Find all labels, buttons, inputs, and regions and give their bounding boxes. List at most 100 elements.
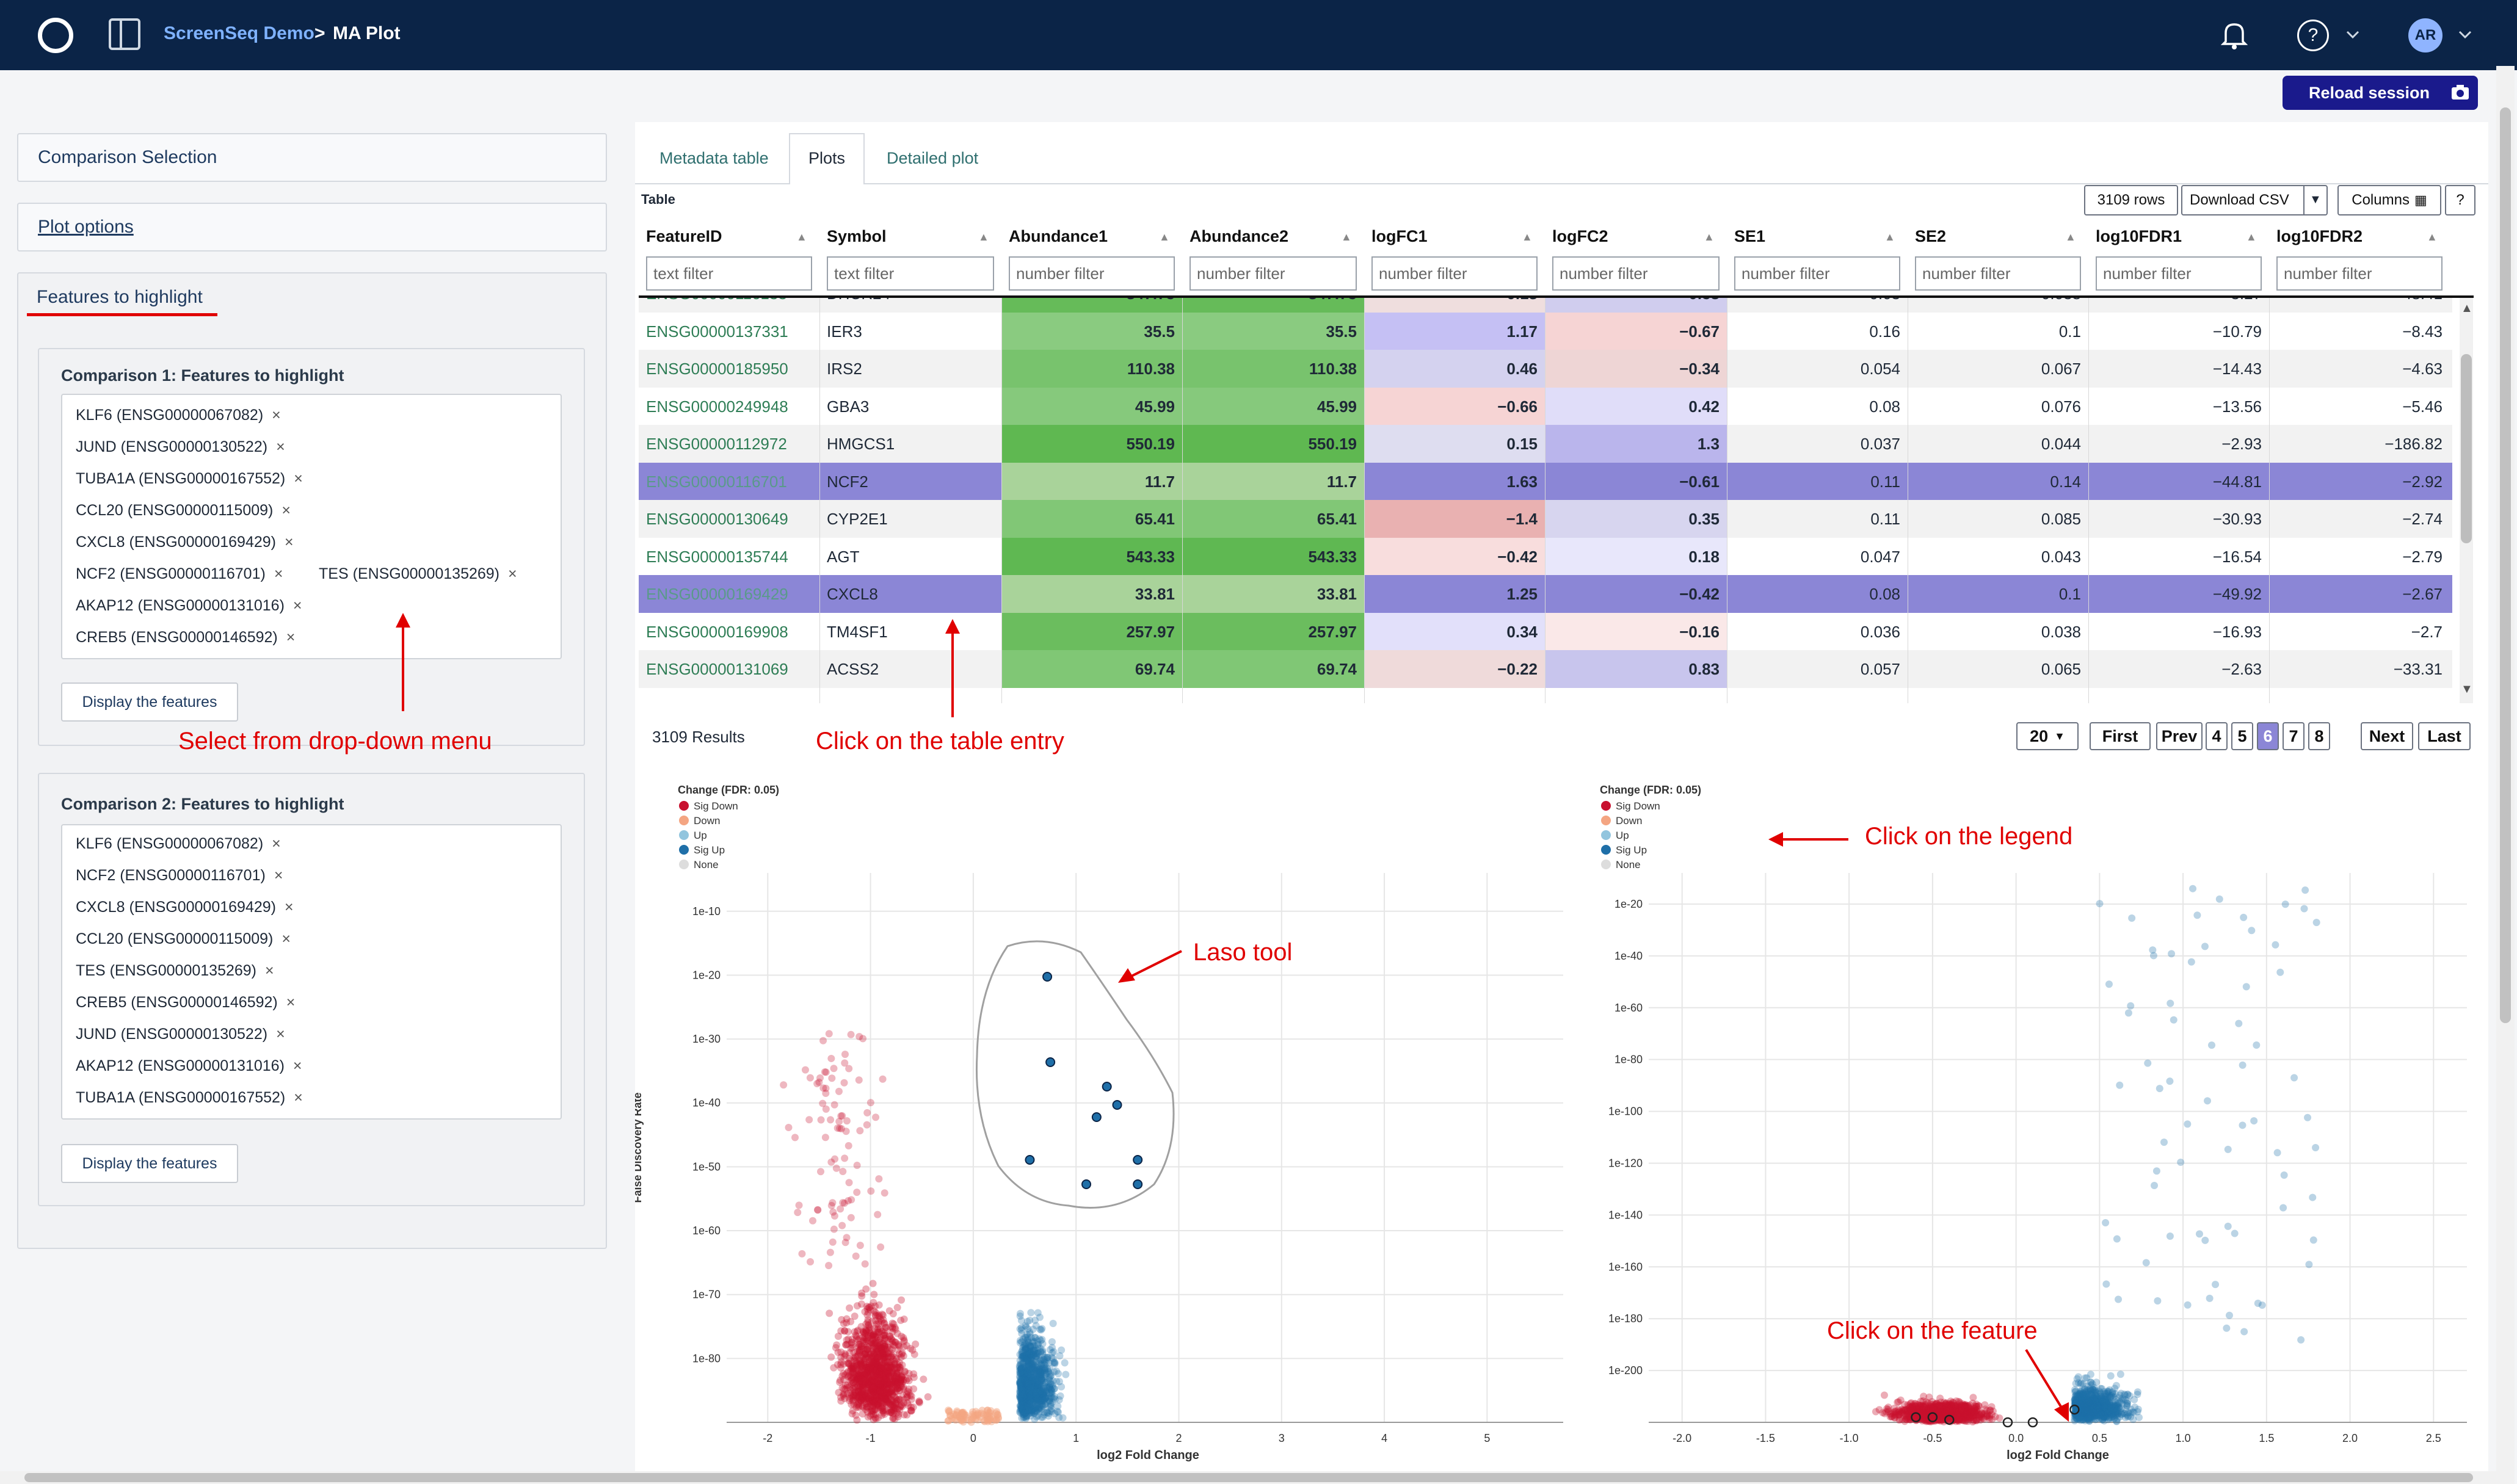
data-point[interactable] [1016, 1380, 1024, 1388]
data-point[interactable] [1034, 1350, 1042, 1358]
data-point[interactable] [2224, 1222, 2232, 1230]
data-point[interactable] [1016, 1394, 1024, 1402]
data-point[interactable] [891, 1375, 899, 1383]
data-point[interactable] [1018, 1406, 1026, 1414]
data-point[interactable] [1052, 1367, 1060, 1375]
data-point[interactable] [875, 1366, 883, 1374]
data-point[interactable] [1036, 1313, 1044, 1321]
data-point[interactable] [2102, 1280, 2110, 1288]
data-point[interactable] [883, 1372, 891, 1380]
data-point[interactable] [882, 1391, 890, 1399]
data-point[interactable] [873, 1400, 881, 1408]
data-point[interactable] [868, 1364, 876, 1372]
data-point[interactable] [2177, 1158, 2185, 1166]
data-point[interactable] [1922, 1413, 1930, 1421]
data-point[interactable] [1039, 1397, 1047, 1405]
data-point[interactable] [1045, 1397, 1053, 1405]
data-point[interactable] [907, 1344, 915, 1352]
data-point[interactable] [1034, 1371, 1042, 1379]
data-point[interactable] [870, 1353, 877, 1361]
data-point[interactable] [870, 1290, 878, 1298]
data-point[interactable] [887, 1395, 895, 1403]
data-point[interactable] [1017, 1366, 1025, 1374]
data-point[interactable] [837, 1361, 844, 1369]
data-point[interactable] [1041, 1400, 1049, 1408]
data-point[interactable] [853, 1359, 861, 1367]
data-point[interactable] [881, 1388, 888, 1396]
data-point[interactable] [1027, 1391, 1035, 1399]
data-point[interactable] [877, 1393, 885, 1401]
data-point[interactable] [865, 1381, 873, 1389]
data-point[interactable] [875, 1380, 883, 1388]
data-point[interactable] [1037, 1399, 1045, 1406]
data-point[interactable] [1025, 1379, 1033, 1387]
legend-swatch[interactable] [1601, 860, 1611, 869]
data-point[interactable] [859, 1383, 866, 1391]
data-point[interactable] [881, 1399, 888, 1406]
data-point[interactable] [1023, 1398, 1031, 1406]
data-point[interactable] [876, 1381, 884, 1389]
data-point[interactable] [1020, 1402, 1028, 1410]
data-point[interactable] [2309, 1193, 2317, 1201]
data-point[interactable] [1030, 1347, 1038, 1355]
data-point[interactable] [874, 1344, 882, 1352]
data-point[interactable] [1963, 1411, 1971, 1419]
data-point[interactable] [1964, 1417, 1972, 1425]
data-point[interactable] [840, 1370, 848, 1378]
data-point[interactable] [1988, 1403, 1996, 1411]
data-point[interactable] [855, 1391, 863, 1399]
data-point[interactable] [1039, 1397, 1047, 1405]
data-point[interactable] [1034, 1404, 1042, 1412]
data-point[interactable] [1019, 1384, 1026, 1392]
data-point[interactable] [1936, 1410, 1944, 1417]
data-point[interactable] [1941, 1402, 1949, 1410]
data-point[interactable] [1021, 1387, 1029, 1395]
data-point[interactable] [875, 1374, 883, 1382]
data-point[interactable] [1031, 1365, 1039, 1373]
data-point[interactable] [1048, 1381, 1056, 1389]
data-point[interactable] [1030, 1361, 1037, 1369]
data-point[interactable] [875, 1367, 883, 1375]
data-point[interactable] [1020, 1378, 1028, 1386]
data-point[interactable] [1953, 1406, 1961, 1414]
data-point[interactable] [2309, 1236, 2317, 1244]
data-point[interactable] [1970, 1411, 1978, 1419]
data-point[interactable] [1041, 1356, 1048, 1364]
data-point[interactable] [836, 1378, 844, 1386]
table-help-button[interactable]: ? [2445, 185, 2475, 215]
data-point[interactable] [1985, 1414, 1993, 1422]
data-point[interactable] [1016, 1379, 1024, 1387]
data-point[interactable] [854, 1375, 862, 1383]
data-point[interactable] [1022, 1352, 1030, 1359]
data-point[interactable] [1027, 1389, 1035, 1397]
data-point[interactable] [1030, 1370, 1037, 1378]
data-point[interactable] [1039, 1380, 1047, 1388]
chip[interactable]: TUBA1A (ENSG00000167552) × [76, 1089, 303, 1106]
data-point[interactable] [1034, 1377, 1042, 1384]
data-point[interactable] [875, 1384, 883, 1392]
legend-item[interactable]: Sig Up [694, 844, 725, 856]
data-point[interactable] [880, 1359, 888, 1367]
data-point[interactable] [853, 1366, 861, 1374]
data-point[interactable] [1041, 1395, 1048, 1403]
data-point[interactable] [829, 1238, 837, 1246]
data-point[interactable] [1030, 1392, 1037, 1400]
data-point[interactable] [1039, 1391, 1047, 1399]
data-point[interactable] [881, 1319, 888, 1327]
data-point[interactable] [1038, 1375, 1046, 1383]
data-point[interactable] [857, 1363, 865, 1370]
data-point[interactable] [841, 1051, 849, 1059]
data-point[interactable] [1930, 1413, 1938, 1421]
data-point[interactable] [1051, 1360, 1059, 1368]
data-point[interactable] [888, 1367, 896, 1375]
data-point[interactable] [798, 1250, 806, 1258]
data-point[interactable] [1019, 1408, 1027, 1416]
data-point[interactable] [866, 1387, 874, 1395]
data-point[interactable] [821, 1068, 829, 1076]
data-point[interactable] [881, 1345, 889, 1353]
data-point[interactable] [1962, 1413, 1970, 1421]
data-point[interactable] [862, 1326, 870, 1334]
data-point[interactable] [1963, 1414, 1970, 1422]
data-point[interactable] [1026, 1330, 1034, 1337]
data-point[interactable] [879, 1372, 887, 1380]
